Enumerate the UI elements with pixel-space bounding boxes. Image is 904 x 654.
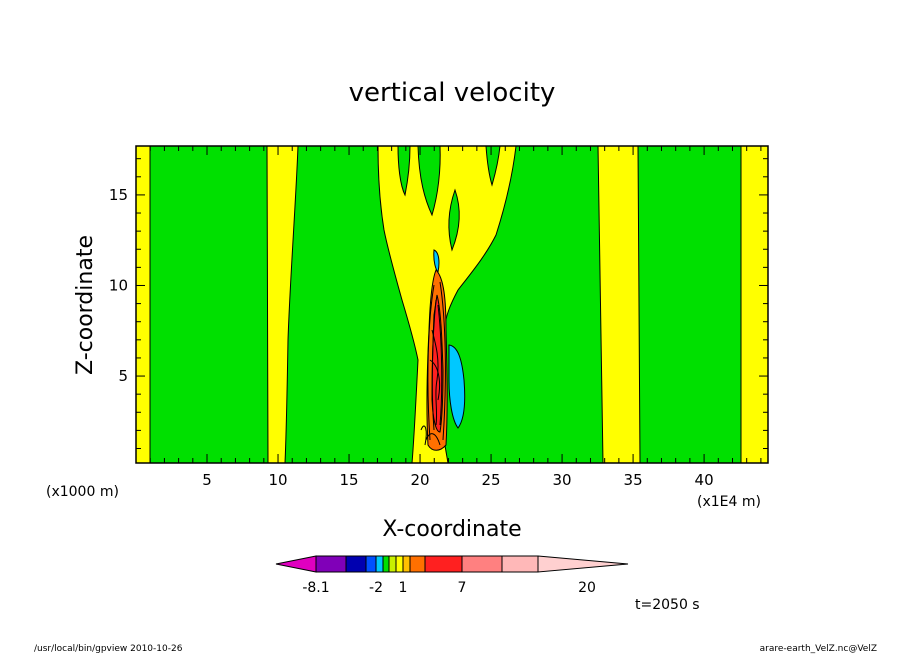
- plot-frame: [135, 145, 769, 464]
- yellow-band-x10: [266, 145, 299, 464]
- colorbar-segment: [365, 555, 377, 573]
- colorbar-tick-label: 20: [578, 580, 596, 596]
- x-axis: 5 10 15 20 25 30 35 40: [149, 146, 762, 489]
- colorbar-tick-label: 1: [399, 580, 408, 596]
- cyan-patch-right: [448, 344, 466, 429]
- footer-right: arare-earth_VelZ.nc@VelZ: [760, 644, 877, 654]
- colorbar-segment: [424, 555, 463, 573]
- colorbar-segment: [345, 555, 367, 573]
- colorbar-arrow-right: [537, 555, 629, 573]
- x-tick-label: 25: [482, 471, 501, 489]
- yellow-plume: [377, 145, 517, 464]
- colorbar-tick-label: -8.1: [302, 580, 329, 596]
- colorbar-segment: [382, 555, 390, 573]
- colorbar: [275, 555, 629, 573]
- colorbar-segment: [395, 555, 404, 573]
- green-intrusion-1: [397, 145, 411, 197]
- colorbar-segment: [461, 555, 503, 573]
- x-tick-label: 40: [695, 471, 714, 489]
- colorbar-tick-label: -2: [369, 580, 383, 596]
- x-tick-label: 20: [410, 471, 429, 489]
- y-tick-label: 15: [109, 186, 128, 204]
- colorbar-segment: [388, 555, 397, 573]
- colorbar-segment: [402, 555, 411, 573]
- footer-left: /usr/local/bin/gpview 2010-10-26: [34, 644, 183, 654]
- colorbar-segment: [409, 555, 426, 573]
- x-units-right: (x1E4 m): [697, 494, 761, 510]
- x-tick-label: 5: [202, 471, 212, 489]
- time-annotation: t=2050 s: [635, 597, 700, 613]
- x-axis-title: X-coordinate: [382, 517, 521, 542]
- colorbar-labels: -8.1 -2 1 7 20: [302, 580, 596, 596]
- green-intrusion-2: [417, 145, 441, 217]
- y-axis: 5 10 15: [109, 158, 768, 450]
- x-tick-label: 30: [553, 471, 572, 489]
- y-tick-label: 5: [118, 367, 128, 385]
- x-tick-label: 10: [268, 471, 287, 489]
- green-intrusion-3: [485, 145, 501, 187]
- y-tick-label: 10: [109, 276, 128, 294]
- chart-title: vertical velocity: [349, 78, 556, 108]
- colorbar-arrow-left: [275, 555, 317, 573]
- colorbar-tick-label: 7: [458, 580, 467, 596]
- x-tick-label: 35: [624, 471, 643, 489]
- colorbar-segment: [315, 555, 347, 573]
- yellow-band-x43: [740, 145, 769, 464]
- y-axis-title: Z-coordinate: [73, 235, 98, 375]
- plot-area: 5 10 15 20 25 30 35 40 5 10 15: [109, 145, 769, 489]
- colorbar-segment: [501, 555, 539, 573]
- x-tick-label: 15: [339, 471, 358, 489]
- updraft-contours: [420, 281, 446, 446]
- x-units-left: (x1000 m): [46, 484, 119, 500]
- colorbar-segment: [375, 555, 384, 573]
- yellow-band-left: [135, 145, 151, 464]
- yellow-band-x34: [597, 145, 641, 464]
- green-intrusion-4: [448, 188, 460, 252]
